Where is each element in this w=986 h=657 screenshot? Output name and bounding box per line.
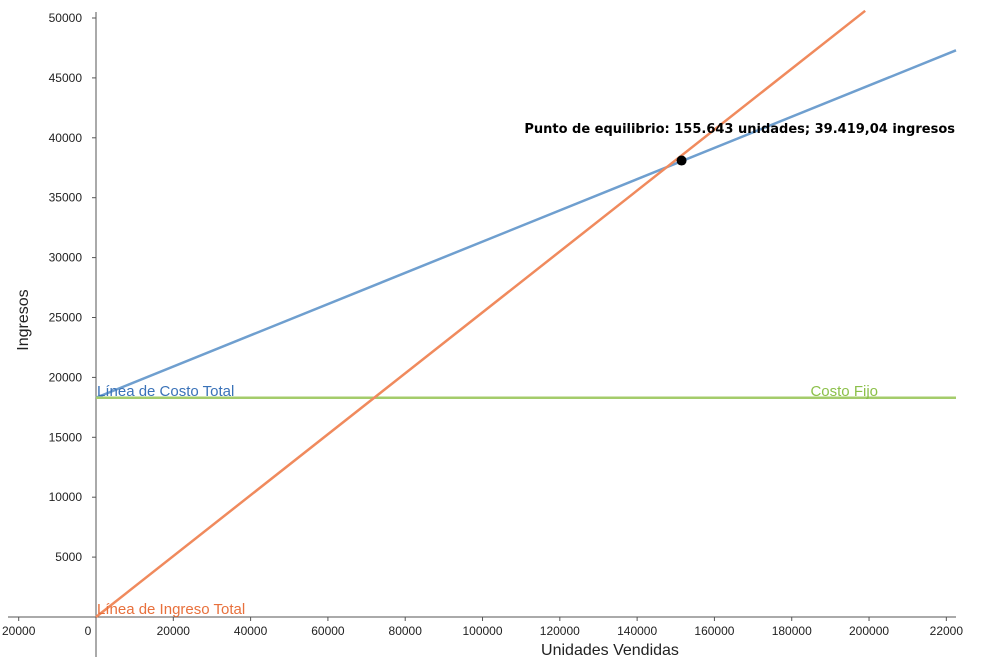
y-tick-label: 15000 xyxy=(49,430,83,444)
x-tick-label: 22000 xyxy=(930,624,964,638)
y-axis-title: Ingresos xyxy=(15,289,32,350)
x-tick-label: 140000 xyxy=(617,624,657,638)
y-tick-label: 45000 xyxy=(49,71,83,85)
y-tick-labels: 5000 10000 15000 20000 25000 30000 35000 40000 4… xyxy=(49,11,96,564)
x-tick-label: 80000 xyxy=(389,624,423,638)
series-labels: Línea de Costo Total Costo Fijo Línea de I… xyxy=(97,383,878,618)
x-tick-label: 160000 xyxy=(694,624,734,638)
y-tick-label: 25000 xyxy=(49,311,83,325)
x-tick-label: 180000 xyxy=(772,624,812,638)
y-tick-label: 35000 xyxy=(49,191,83,205)
y-tick-label: 50000 xyxy=(49,11,83,25)
x-tick-label: 100000 xyxy=(462,624,502,638)
y-tick-label: 5000 xyxy=(55,550,82,564)
y-tick-label: 30000 xyxy=(49,251,83,265)
y-tick-label: 20000 xyxy=(49,370,83,384)
x-tick-label: 40000 xyxy=(234,624,268,638)
series-lines xyxy=(95,9,957,618)
plot-area: 20000 0 20000 40000 60000 80000 100000 120000 14… xyxy=(2,9,963,657)
series-label: Línea de Ingreso Total xyxy=(97,601,245,618)
x-tick-labels: 20000 0 20000 40000 60000 80000 100000 120000 14… xyxy=(2,617,963,638)
x-tick-label: 200000 xyxy=(849,624,889,638)
break-even-annotation: Punto de equilibrio: 155.643 unidades; 3… xyxy=(524,122,955,137)
series-line xyxy=(95,9,866,618)
x-tick-label: 0 xyxy=(85,624,92,638)
series-label: Línea de Costo Total xyxy=(97,383,234,400)
x-axis-title: Unidades Vendidas xyxy=(541,642,679,657)
y-tick-label: 40000 xyxy=(49,131,83,145)
annotation-layer: Punto de equilibrio: 155.643 unidades; 3… xyxy=(524,122,955,166)
x-tick-label: 120000 xyxy=(540,624,580,638)
x-tick-label: 20000 xyxy=(2,624,36,638)
series-label: Costo Fijo xyxy=(810,383,878,400)
x-tick-label: 60000 xyxy=(311,624,345,638)
series-line xyxy=(95,49,957,399)
x-tick-label: 20000 xyxy=(157,624,191,638)
y-tick-label: 10000 xyxy=(49,490,83,504)
break-even-point xyxy=(676,155,687,166)
